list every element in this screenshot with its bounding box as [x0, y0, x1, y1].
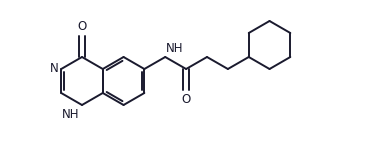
Text: N: N — [49, 63, 58, 75]
Text: NH: NH — [166, 42, 184, 55]
Text: O: O — [77, 20, 87, 33]
Text: NH: NH — [62, 108, 79, 121]
Text: O: O — [181, 93, 191, 106]
